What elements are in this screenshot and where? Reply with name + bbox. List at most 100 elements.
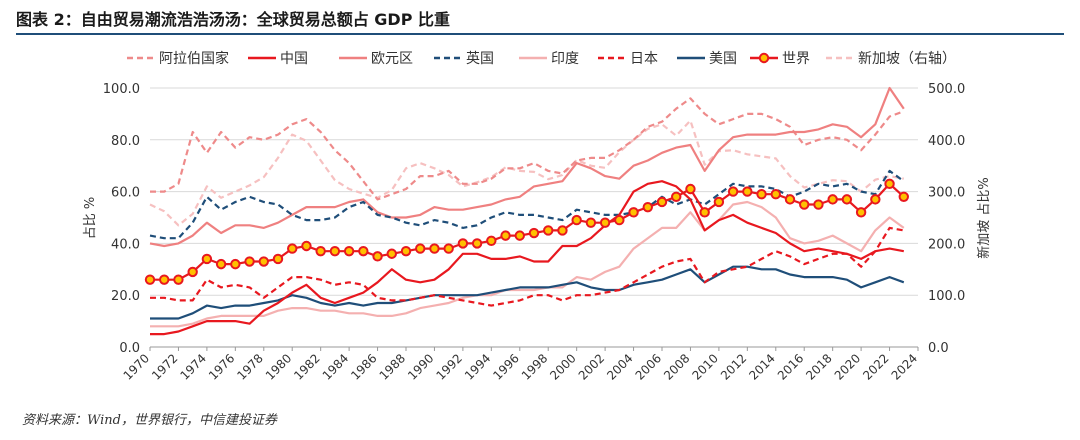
series-point (898, 191, 909, 202)
y-tick-label-left: 40.0 (111, 237, 140, 252)
series-point (713, 196, 725, 208)
series-point (799, 199, 810, 210)
x-tick-label: 2014 (746, 351, 777, 382)
series-line-5 (150, 226, 904, 307)
series-point (884, 178, 895, 190)
series-point (386, 248, 397, 259)
series-point (628, 207, 639, 218)
series-point (215, 258, 227, 270)
x-tick-label: 1994 (462, 351, 493, 382)
series-point (770, 188, 781, 200)
y-tick-label-left: 80.0 (111, 134, 140, 149)
series-point (329, 245, 341, 257)
series-point (642, 201, 653, 213)
chart-title: 图表 2：自由贸易潮流浩浩汤汤：全球贸易总额占 GDP 比重 (16, 10, 450, 29)
series-point (656, 196, 668, 208)
y-tick-label-left: 60.0 (111, 186, 140, 201)
series-point (315, 245, 326, 257)
series-point (784, 194, 796, 205)
y-tick-label-right: 500.0 (928, 82, 965, 97)
series-point (756, 188, 767, 200)
series-point (685, 183, 696, 195)
series-point (671, 191, 682, 202)
series-line-8 (149, 119, 904, 227)
x-tick-label: 1982 (291, 351, 322, 382)
x-tick-label: 1990 (405, 351, 436, 382)
legend-label: 印度 (551, 51, 579, 67)
series-point (372, 251, 383, 262)
series-point (457, 238, 469, 249)
source-note: 资料来源：Wind，世界银行，中信建投证券 (22, 413, 277, 428)
title-divider (16, 33, 1064, 35)
legend-label: 美国 (709, 51, 737, 67)
y-tick-label-left: 100.0 (103, 82, 140, 97)
series-point (742, 186, 753, 197)
series-point (159, 274, 170, 285)
series-point (144, 274, 156, 285)
series-line-6 (150, 265, 905, 320)
x-tick-label: 2018 (803, 351, 834, 382)
series-point (514, 230, 525, 241)
series-point (201, 253, 213, 265)
series-point (571, 214, 582, 226)
series-point (244, 256, 255, 267)
series-point (813, 199, 824, 210)
series-point (870, 194, 881, 205)
x-tick-label: 2024 (889, 351, 920, 382)
y-tick-label-right: 400.0 (928, 134, 965, 149)
x-tick-label: 2000 (547, 351, 578, 382)
legend-label: 新加坡（右轴） (858, 51, 956, 67)
series-point (187, 266, 198, 278)
legend-marker (758, 52, 770, 64)
series-point (614, 214, 625, 226)
x-tick-label: 1972 (149, 351, 180, 382)
series-point (272, 253, 284, 265)
legend-label: 日本 (630, 51, 658, 67)
y-tick-label-left: 20.0 (111, 289, 140, 304)
series-point (486, 235, 497, 247)
legend-label: 阿拉伯国家 (159, 50, 229, 67)
series-point (301, 240, 312, 252)
y-tick-label-right: 100.0 (928, 289, 965, 304)
series-line-2 (149, 86, 905, 248)
y-axis-label-right: 新加坡 占比% (976, 177, 992, 259)
series-point (699, 207, 710, 218)
x-tick-label: 2020 (832, 351, 863, 382)
series-point (358, 245, 369, 257)
series-point (173, 274, 184, 285)
x-tick-label: 2012 (718, 351, 749, 382)
x-tick-label: 1998 (519, 351, 550, 382)
series-point (471, 238, 483, 249)
series-line-4 (150, 200, 905, 328)
x-tick-label: 1986 (348, 351, 379, 382)
x-tick-label: 2016 (775, 351, 806, 382)
series-point (287, 243, 298, 254)
x-tick-label: 2008 (661, 351, 692, 382)
y-axis-label-left: 占比 % (83, 197, 98, 240)
x-tick-label: 1974 (178, 351, 209, 382)
series-line-0 (150, 97, 905, 201)
series-point (400, 245, 412, 257)
legend-label: 英国 (466, 50, 494, 67)
series-point (443, 243, 454, 254)
y-tick-label-right: 0.0 (928, 341, 949, 356)
x-tick-label: 2002 (576, 351, 607, 382)
series-point (528, 227, 540, 239)
x-tick-label: 2010 (690, 351, 721, 382)
legend-label: 世界 (782, 51, 810, 67)
x-tick-label: 1978 (234, 351, 265, 382)
y-tick-label-right: 200.0 (928, 237, 965, 252)
series-line-1 (150, 180, 904, 336)
series-point (500, 230, 511, 241)
x-tick-label: 1980 (263, 351, 294, 382)
x-tick-label: 1996 (490, 351, 521, 382)
y-tick-label-left: 0.0 (119, 341, 140, 356)
series-point (230, 258, 241, 270)
legend-label: 中国 (280, 51, 308, 67)
series-point (429, 243, 440, 254)
series-point (585, 217, 597, 228)
series-point (258, 256, 269, 267)
series-point (343, 245, 355, 257)
series-point (855, 207, 867, 218)
